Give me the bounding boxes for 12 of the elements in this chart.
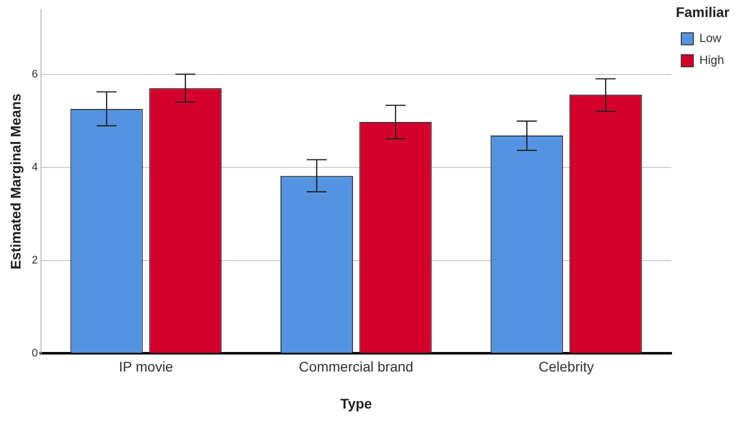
y-axis-title: Estimated Marginal Means: [7, 93, 24, 270]
x-tick-label: Commercial brand: [298, 358, 414, 375]
y-tick-label: 2: [32, 254, 38, 267]
x-tick-label: Celebrity: [538, 358, 594, 375]
legend-title: Familiar: [676, 4, 730, 20]
x-tick-label: IP movie: [118, 358, 174, 375]
legend-label: Low: [699, 31, 722, 46]
x-axis-title: Type: [340, 395, 372, 412]
y-tick-label: 0: [32, 347, 38, 360]
y-tick-label: 4: [32, 162, 38, 174]
y-tick-label: 6: [32, 68, 38, 81]
legend-label: High: [699, 53, 724, 68]
